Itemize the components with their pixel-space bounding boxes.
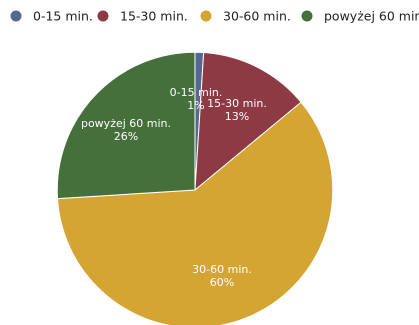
legend-label-15-30-min: 15-30 min. [120,9,188,24]
legend-marker-0-15-min [10,10,22,22]
legend-marker-powyzej-60-min [301,10,313,22]
legend: 0-15 min. 15-30 min. 30-60 min. powyżej 60 … [10,9,419,24]
legend-label-30-60-min: 30-60 min. [223,9,291,24]
slice-label-powyzej-60-min: powyżej 60 min. 26% [81,117,171,143]
pie-slices [56,51,334,325]
legend-item-0-15-min: 0-15 min. [10,9,93,24]
legend-item-30-60-min: 30-60 min. [200,9,291,24]
legend-item-15-30-min: 15-30 min. [97,9,188,24]
pie-outline [56,51,334,325]
slice-label-15-30-min: 15-30 min. 13% [207,97,267,123]
legend-label-powyzej-60-min: powyżej 60 min. [324,9,419,24]
slice-labels: 0-15 min. 1% 15-30 min. 13% 30-60 min. 60% pow… [81,86,267,289]
legend-marker-30-60-min [200,10,212,22]
legend-item-powyzej-60-min: powyżej 60 min. [301,9,419,24]
slice-label-0-15-min: 0-15 min. 1% [170,86,223,112]
legend-label-0-15-min: 0-15 min. [33,9,93,24]
slice-label-30-60-min: 30-60 min. 60% [192,263,252,289]
legend-marker-15-30-min [97,10,109,22]
